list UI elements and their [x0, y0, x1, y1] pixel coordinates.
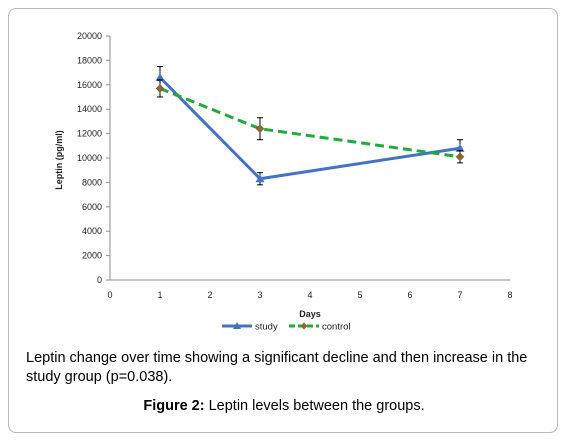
series-control — [155, 79, 465, 164]
y-tick-label: 6000 — [82, 202, 102, 212]
data-point-control — [155, 84, 165, 93]
data-point-study — [155, 72, 165, 81]
figure-label: Figure 2: — [143, 398, 205, 414]
data-point-study — [455, 143, 465, 152]
legend: study control — [222, 322, 351, 333]
x-tick-label: 4 — [307, 290, 312, 300]
legend-item-study: study — [222, 322, 278, 333]
y-tick-label: 12000 — [77, 129, 102, 139]
series-layer — [155, 66, 465, 186]
y-tick-label: 4000 — [82, 226, 102, 236]
x-tick-label: 3 — [257, 290, 262, 300]
figure-caption: Figure 2: Leptin levels between the grou… — [0, 398, 568, 414]
y-tick-label: 8000 — [82, 177, 102, 187]
series-line-study — [158, 76, 461, 181]
x-axis-title: Days — [299, 309, 321, 319]
legend-label: study — [255, 322, 278, 333]
y-tick-label: 18000 — [77, 55, 102, 65]
legend-label: control — [322, 322, 351, 333]
legend-swatch-marker — [300, 322, 308, 330]
legend-item-control: control — [289, 322, 351, 333]
x-tick-label: 5 — [357, 290, 362, 300]
figure-title: Leptin levels between the groups. — [204, 398, 425, 414]
x-tick-label: 0 — [107, 290, 112, 300]
x-tick-label: 6 — [407, 290, 412, 300]
data-point-control — [455, 152, 465, 162]
x-tick-label: 1 — [157, 290, 162, 300]
x-tick-label: 2 — [207, 290, 212, 300]
y-tick-label: 0 — [97, 275, 102, 285]
legend-swatch-marker — [233, 322, 241, 329]
figure-frame — [8, 8, 558, 433]
series-line-control — [159, 87, 461, 159]
series-study — [155, 66, 465, 186]
x-tick-label: 7 — [457, 290, 462, 300]
y-tick-label: 14000 — [77, 104, 102, 114]
chart-description: Leptin change over time showing a signif… — [26, 350, 528, 385]
x-axis-ticks: 0 1 2 3 4 5 6 7 8 — [107, 290, 512, 300]
x-tick-label: 8 — [507, 290, 512, 300]
y-tick-label: 2000 — [82, 251, 102, 261]
y-axis-title: Leptin (pg/ml) — [54, 130, 64, 190]
data-point-control — [255, 124, 265, 134]
y-tick-label: 20000 — [77, 31, 102, 41]
leptin-line-chart: 0200040006000800010000120001400016000180… — [54, 31, 513, 333]
y-axis-ticks: 0 2000 4000 6000 8000 10000 12000 14000 16000 180… — [77, 31, 110, 285]
y-tick-label: 10000 — [77, 153, 102, 163]
data-point-study — [255, 174, 265, 183]
y-tick-label: 16000 — [77, 80, 102, 90]
